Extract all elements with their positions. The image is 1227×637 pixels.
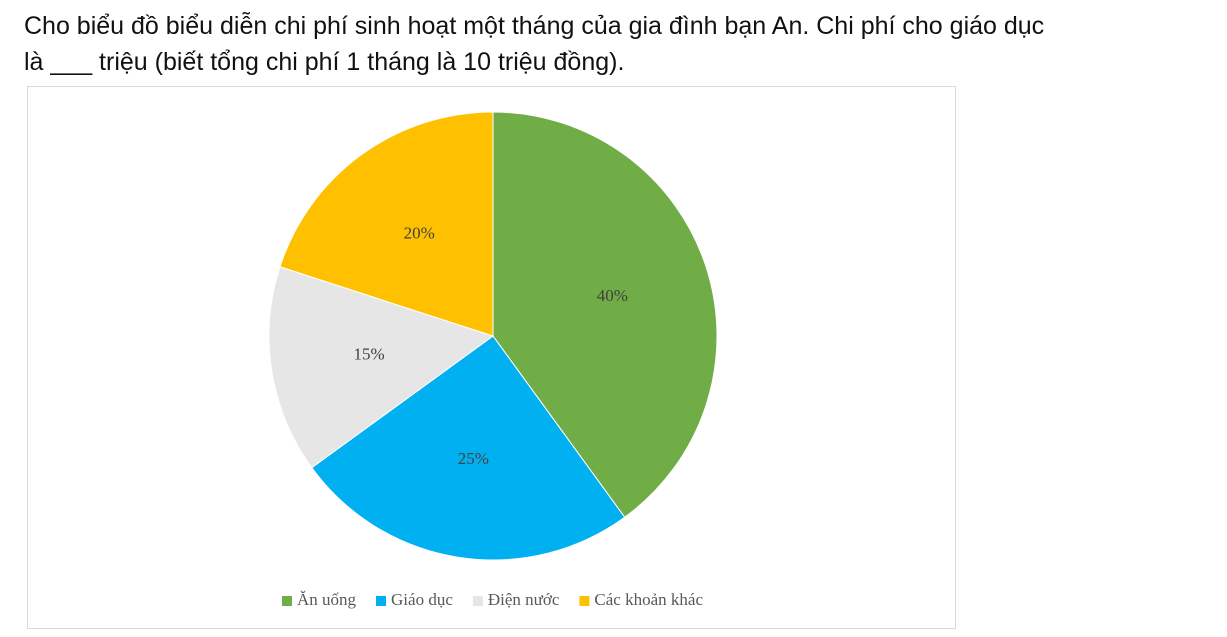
legend-swatch-cac-khoan-khac: [579, 596, 590, 606]
legend-swatch-giao-duc: [376, 596, 387, 606]
legend-swatch-dien-nuoc: [472, 596, 483, 606]
legend-label-cac-khoan-khac: Các khoản khác: [594, 590, 703, 609]
data-label-cac-khoan-khac: 20%: [404, 223, 435, 242]
legend-item-dien-nuoc: Điện nước: [472, 590, 560, 609]
data-label-an-uong: 40%: [597, 286, 628, 305]
legend-item-cac-khoan-khac: Các khoản khác: [579, 590, 703, 609]
question-line-1: Cho biểu đồ biểu diễn chi phí sinh hoạt …: [24, 12, 1045, 40]
pie-chart: 40% 25% 15% 20% Ăn uống Giáo dục Điện nước Các…: [268, 111, 718, 609]
question-text: Cho biểu đồ biểu diễn chi phí sinh hoạt …: [24, 8, 1224, 80]
pie-chart-container: 40% 25% 15% 20% Ăn uống Giáo dục Điện nước Các…: [27, 86, 956, 629]
chart-legend: Ăn uống Giáo dục Điện nước Các khoản khác: [282, 590, 703, 609]
pie-slice-dien-nuoc: [268, 266, 495, 469]
legend-label-giao-duc: Giáo dục: [391, 590, 453, 609]
pie-slice-cac-khoan-khac: [279, 111, 494, 337]
data-label-dien-nuoc: 15%: [354, 345, 385, 364]
pie-slice-labels: 40% 25% 15% 20%: [354, 223, 628, 467]
pie-slice-giao-duc: [311, 335, 626, 561]
legend-item-giao-duc: Giáo dục: [376, 590, 453, 609]
legend-label-dien-nuoc: Điện nước: [488, 590, 560, 609]
data-label-giao-duc: 25%: [458, 449, 489, 468]
legend-item-an-uong: Ăn uống: [282, 590, 357, 609]
legend-swatch-an-uong: [282, 596, 292, 606]
pie-slice-an-uong: [492, 111, 718, 518]
question-line-2: là ___ triệu (biết tổng chi phí 1 tháng …: [24, 48, 625, 76]
pie-slices: [268, 111, 718, 561]
legend-label-an-uong: Ăn uống: [297, 590, 357, 609]
